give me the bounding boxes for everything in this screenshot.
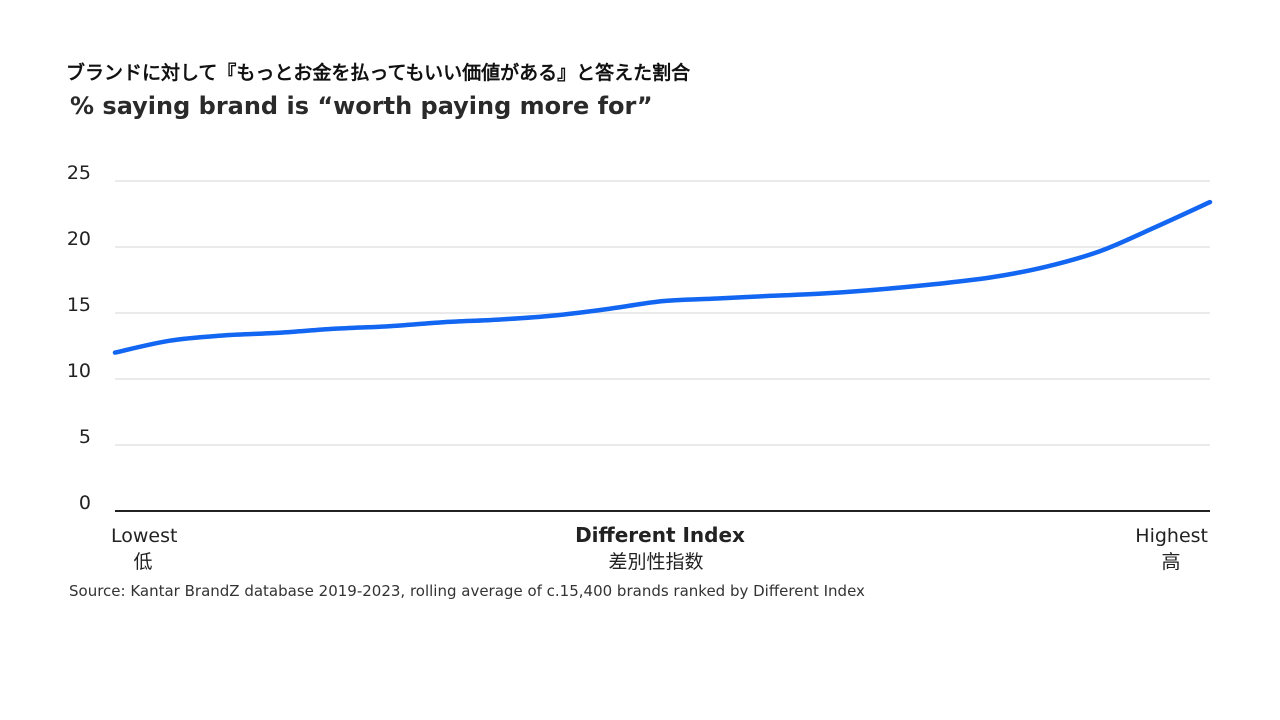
- x-axis-label-jp: 差別性指数: [608, 551, 703, 573]
- gridlines: [115, 180, 1210, 446]
- source-note: Source: Kantar BrandZ database 2019-2023…: [69, 582, 865, 600]
- y-axis-ticks: 0 5 10 15 20 25: [67, 162, 91, 514]
- y-tick-label: 25: [67, 162, 91, 184]
- series-line: [112, 199, 1213, 355]
- y-tick-label: 20: [67, 228, 91, 250]
- x-max-label-jp: 高: [1161, 551, 1180, 573]
- x-axis-label: Different Index: [575, 523, 745, 547]
- chart-title: % saying brand is “worth paying more for…: [70, 92, 653, 120]
- x-min-label-jp: 低: [133, 551, 152, 573]
- y-tick-label: 15: [67, 294, 91, 316]
- chart-title-jp: ブランドに対して『もっとお金を払ってもいい価値がある』と答えた割合: [66, 62, 691, 84]
- y-tick-label: 0: [79, 492, 91, 514]
- y-tick-label: 5: [79, 426, 91, 448]
- y-tick-label: 10: [67, 360, 91, 382]
- x-min-label: Lowest: [111, 525, 177, 547]
- x-max-label: Highest: [1135, 525, 1208, 547]
